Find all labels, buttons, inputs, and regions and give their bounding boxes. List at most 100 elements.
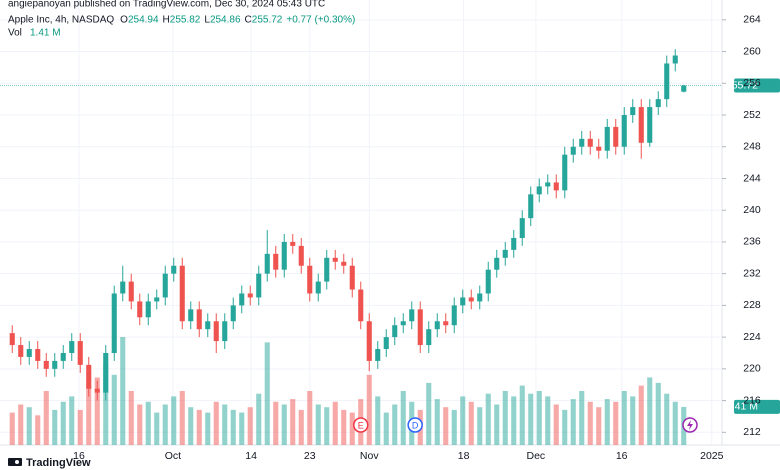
y-tick-label: 260 — [743, 45, 761, 57]
last-price-tag — [734, 78, 780, 93]
volume-bar — [290, 399, 296, 445]
volume-bar — [239, 412, 245, 445]
volume-bar — [511, 396, 517, 445]
volume-bar — [332, 401, 338, 445]
candle-body — [205, 321, 211, 330]
volume-bar — [247, 407, 253, 445]
candle-body — [18, 345, 24, 357]
volume-bar — [256, 393, 262, 445]
candle-body — [366, 321, 372, 361]
volume-bar — [324, 407, 330, 445]
x-tick-label: Dec — [527, 450, 546, 462]
volume-bar — [137, 404, 143, 445]
ohlc-label: L — [204, 15, 210, 26]
volume-bar — [434, 399, 440, 445]
volume-bar — [52, 409, 58, 445]
brand: TradingView — [26, 457, 91, 469]
volume-bar — [264, 342, 270, 445]
y-tick-label: 256 — [743, 77, 761, 89]
candle-body — [171, 265, 177, 274]
volume-bar — [94, 377, 100, 445]
volume-bar — [162, 404, 168, 445]
candle-body — [638, 107, 644, 143]
y-tick-label: 252 — [743, 109, 761, 121]
candle-body — [145, 301, 151, 318]
volume-bar — [638, 385, 644, 445]
candle-body — [392, 325, 398, 338]
symbol: Apple Inc, 4h, NASDAQ — [8, 15, 114, 26]
candle-body — [188, 309, 194, 322]
volume-bar — [443, 407, 449, 445]
candle-body — [664, 63, 670, 100]
candle-body — [179, 265, 185, 322]
volume-bar — [528, 393, 534, 445]
volume-bar — [494, 404, 500, 445]
volume-bar — [400, 391, 406, 445]
volume-bar — [188, 407, 194, 445]
volume-bar — [383, 412, 389, 445]
volume-layer — [9, 337, 687, 445]
candle-body — [315, 281, 321, 294]
candle-body — [460, 297, 466, 306]
candle-body — [621, 115, 627, 147]
volume-bar — [621, 391, 627, 445]
volume-bar — [460, 396, 466, 445]
volume-bar — [545, 396, 551, 445]
candle-body — [60, 352, 66, 361]
ohlc-value: 255.72 — [252, 15, 283, 26]
volume-bar — [349, 412, 355, 445]
volume-bar — [468, 401, 474, 445]
volume-bar — [426, 382, 432, 445]
volume-bar — [179, 391, 185, 445]
volume-bar — [664, 393, 670, 445]
grid — [0, 0, 726, 445]
volume-bar — [536, 391, 542, 445]
candle-body — [281, 241, 287, 270]
candle-body — [213, 321, 219, 342]
candle-body — [290, 241, 296, 246]
candle-body — [69, 341, 75, 353]
candle-body — [239, 293, 245, 306]
candle-body — [375, 349, 381, 361]
overlay: 255.72 1.41 M E D — [0, 78, 780, 433]
volume-bar — [672, 401, 678, 445]
y-tick-label: 220 — [743, 363, 761, 375]
candle-body — [52, 360, 58, 369]
ohlc-label: O — [120, 15, 128, 26]
candle-body — [94, 388, 100, 393]
volume-bar — [451, 409, 457, 445]
candle-body — [26, 349, 32, 357]
volume-bar — [9, 412, 15, 445]
volume-bar — [171, 396, 177, 445]
volume-bar — [655, 382, 661, 445]
volume-bar — [60, 401, 66, 445]
volume-bar — [69, 396, 75, 445]
candle-body — [528, 194, 534, 219]
candle-body — [477, 293, 483, 302]
volume-bar — [103, 364, 109, 445]
candle-body — [485, 269, 491, 294]
volume-bar — [604, 399, 610, 445]
volume-bar — [366, 374, 372, 445]
candle-body — [307, 265, 313, 294]
volume-bar — [587, 401, 593, 445]
candle-body — [502, 249, 508, 258]
candle-body — [613, 126, 619, 147]
candle-body — [86, 364, 92, 389]
candle-body — [137, 301, 143, 318]
volume-bar — [222, 404, 228, 445]
event-marker — [353, 417, 369, 433]
volume-bar — [341, 409, 347, 445]
candle-body — [196, 309, 202, 330]
ohlc-value: 255.82 — [170, 15, 201, 26]
volume-bar — [375, 396, 381, 445]
candle-body — [103, 352, 109, 393]
y-tick-label: 224 — [743, 331, 761, 343]
volume-bar — [281, 404, 287, 445]
volume-bar — [145, 401, 151, 445]
volume-bar — [613, 401, 619, 445]
candle-body — [298, 245, 304, 266]
y-tick-label: 248 — [743, 141, 761, 153]
